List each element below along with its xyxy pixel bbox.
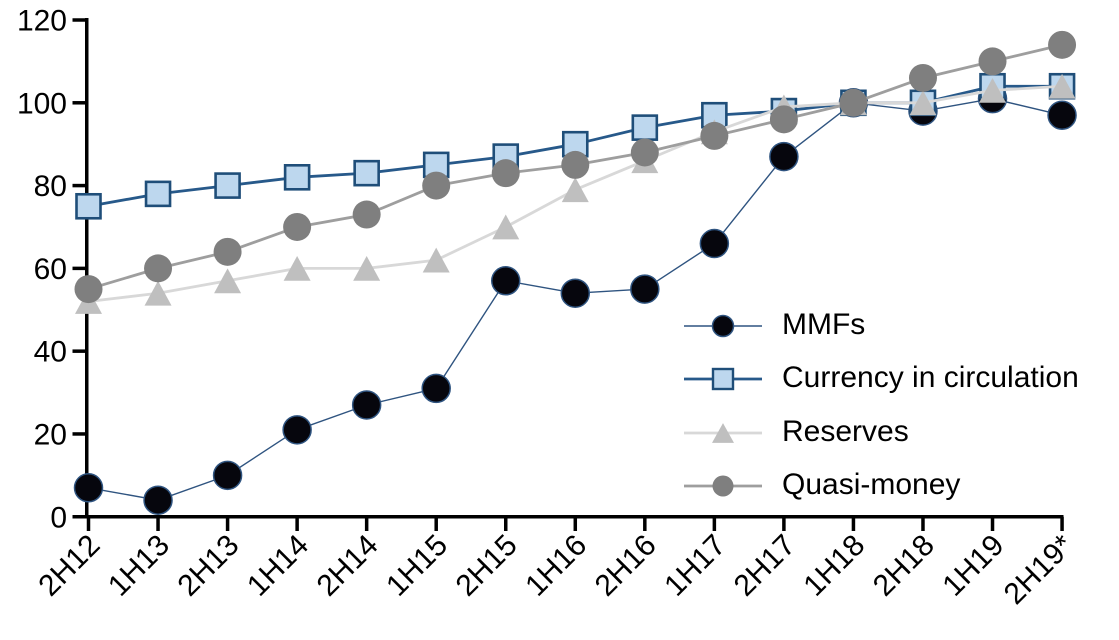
svg-text:1H15: 1H15 [380, 529, 454, 603]
svg-text:2H15: 2H15 [450, 529, 524, 603]
svg-text:2H17: 2H17 [728, 529, 802, 603]
legend-item-quasi-money: Quasi-money [684, 460, 1079, 514]
legend-label-reserves: Reserves [782, 414, 909, 448]
svg-text:120: 120 [17, 5, 67, 38]
legend-label-mmfs: MMFs [782, 307, 866, 341]
svg-text:1H14: 1H14 [241, 529, 315, 603]
reserves-marker-icon [684, 418, 762, 448]
quasi-money-marker-icon [684, 471, 762, 501]
svg-text:1H16: 1H16 [519, 529, 593, 603]
svg-text:2H13: 2H13 [171, 529, 245, 603]
svg-text:100: 100 [17, 87, 67, 120]
series-quasi-money [74, 30, 1077, 304]
svg-text:1H18: 1H18 [797, 529, 871, 603]
legend-item-currency-in-circulation: Currency in circulation [684, 353, 1079, 407]
svg-text:40: 40 [34, 336, 67, 369]
legend-item-mmfs: MMFs [684, 299, 1079, 353]
svg-text:0: 0 [50, 501, 67, 534]
svg-text:2H19*: 2H19* [998, 528, 1081, 611]
svg-text:1H13: 1H13 [102, 529, 176, 603]
legend-item-reserves: Reserves [684, 406, 1079, 460]
svg-text:60: 60 [34, 253, 67, 286]
svg-text:80: 80 [34, 170, 67, 203]
svg-text:2H12: 2H12 [32, 529, 106, 603]
svg-text:1H19: 1H19 [936, 529, 1010, 603]
svg-text:20: 20 [34, 418, 67, 451]
legend-label-currency: Currency in circulation [782, 361, 1079, 395]
svg-text:1H17: 1H17 [658, 529, 732, 603]
currency-marker-icon [684, 364, 762, 394]
svg-text:2H14: 2H14 [311, 529, 385, 603]
mmfs-marker-icon [684, 311, 762, 341]
legend: MMFs Currency in circulation Reserves Qu… [684, 299, 1079, 513]
legend-label-quasi-money: Quasi-money [782, 468, 961, 502]
svg-text:2H16: 2H16 [589, 529, 663, 603]
svg-text:2H18: 2H18 [867, 529, 941, 603]
